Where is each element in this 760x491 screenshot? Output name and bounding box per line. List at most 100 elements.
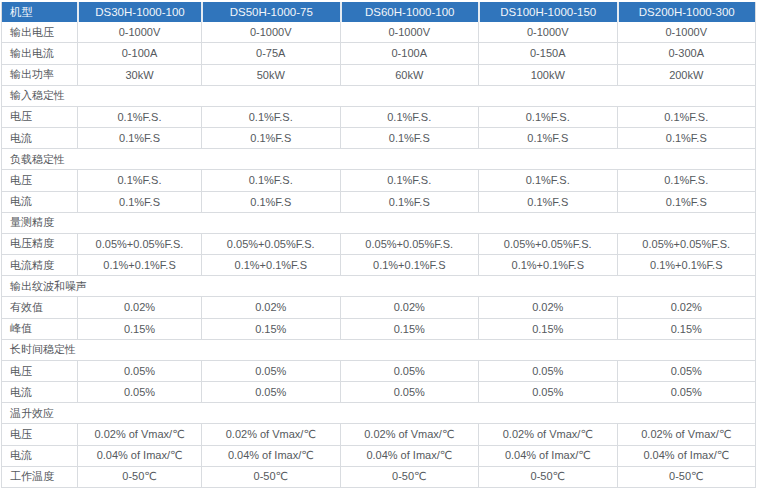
table-row: 电压0.1%F.S.0.1%F.S.0.1%F.S.0.1%F.S.0.1%F.… — [2, 106, 755, 127]
section-label: 输出纹波和噪声 — [2, 276, 755, 296]
table-row: 有效值0.02%0.02%0.02%0.02%0.02% — [2, 296, 755, 317]
spec-value: 0.1%F.S. — [77, 107, 201, 127]
row-label: 输出功率 — [2, 65, 77, 85]
spec-table: 机型 DS30H-1000-100DS50H-1000-75DS60H-1000… — [1, 2, 756, 488]
spec-value: 0.15% — [478, 319, 617, 339]
table-row: 电压精度0.05%+0.05%F.S.0.05%+0.05%F.S.0.05%+… — [2, 233, 755, 254]
spec-value: 0.02% of Vmax/℃ — [201, 424, 340, 444]
spec-value: 0.02% of Vmax/℃ — [77, 424, 201, 444]
header-model-2: DS50H-1000-75 — [201, 2, 340, 22]
spec-value: 0.1%F.S — [201, 128, 340, 148]
row-label: 电流精度 — [2, 255, 77, 275]
table-row: 电流0.1%F.S0.1%F.S0.1%F.S0.1%F.S0.1%F.S — [2, 191, 755, 212]
table-row: 工作温度0-50℃0-50℃0-50℃0-50℃0-50℃ — [2, 466, 755, 487]
table-row: 电流0.04% of Imax/℃0.04% of Imax/℃0.04% of… — [2, 445, 755, 466]
spec-value: 0.05% — [617, 382, 756, 402]
spec-value: 0.1%F.S — [478, 128, 617, 148]
row-label: 电流 — [2, 192, 77, 212]
spec-value: 30kW — [77, 65, 201, 85]
spec-value: 0.1%F.S. — [201, 107, 340, 127]
spec-value: 0-1000V — [617, 22, 756, 42]
spec-value: 0.05% — [478, 382, 617, 402]
spec-value: 0-150A — [478, 43, 617, 63]
spec-value: 0.15% — [617, 319, 756, 339]
row-label: 电压 — [2, 170, 77, 190]
spec-value: 60kW — [340, 65, 479, 85]
spec-value: 0-1000V — [478, 22, 617, 42]
spec-value: 100kW — [478, 65, 617, 85]
table-row: 输出电压0-1000V0-1000V0-1000V0-1000V0-1000V — [2, 22, 755, 42]
spec-value: 0.1%F.S. — [617, 107, 756, 127]
table-row: 电流0.05%0.05%0.05%0.05%0.05% — [2, 381, 755, 402]
spec-value: 0.05% — [478, 361, 617, 381]
spec-value: 0.1%F.S — [617, 128, 756, 148]
row-label: 电流 — [2, 446, 77, 466]
section-row: 量测精度 — [2, 212, 755, 233]
spec-value: 0.1%F.S — [77, 192, 201, 212]
spec-value: 0.02% — [77, 297, 201, 317]
header-model-1: DS30H-1000-100 — [77, 2, 201, 22]
section-label: 长时间稳定性 — [2, 340, 755, 360]
table-row: 输出电流0-100A0-75A0-100A0-150A0-300A — [2, 42, 755, 63]
row-label: 电压 — [2, 424, 77, 444]
spec-value: 0.05%+0.05%F.S. — [77, 234, 201, 254]
spec-value: 0.02% — [201, 297, 340, 317]
spec-value: 0.04% of Imax/℃ — [617, 446, 756, 466]
spec-value: 0.05%+0.05%F.S. — [201, 234, 340, 254]
spec-value: 0.05% — [340, 382, 479, 402]
header-model-4: DS100H-1000-150 — [478, 2, 617, 22]
spec-value: 0.05% — [77, 382, 201, 402]
row-label: 输出电流 — [2, 43, 77, 63]
spec-value: 0-75A — [201, 43, 340, 63]
spec-value: 0.04% of Imax/℃ — [201, 446, 340, 466]
spec-value: 0.04% of Imax/℃ — [340, 446, 479, 466]
spec-value: 0-1000V — [340, 22, 479, 42]
spec-value: 0.1%F.S — [201, 192, 340, 212]
table-row: 电流精度0.1%+0.1%F.S0.1%+0.1%F.S0.1%+0.1%F.S… — [2, 254, 755, 275]
spec-value: 0.15% — [340, 319, 479, 339]
spec-value: 0.05% — [201, 361, 340, 381]
spec-value: 0-50℃ — [201, 467, 340, 487]
row-label: 电压 — [2, 107, 77, 127]
section-row: 长时间稳定性 — [2, 339, 755, 360]
spec-value: 0.02% of Vmax/℃ — [340, 424, 479, 444]
row-label: 电流 — [2, 128, 77, 148]
spec-value: 0-100A — [77, 43, 201, 63]
section-row: 负载稳定性 — [2, 148, 755, 169]
table-row: 电流0.1%F.S0.1%F.S0.1%F.S0.1%F.S0.1%F.S — [2, 127, 755, 148]
table-row: 电压0.1%F.S.0.1%F.S.0.1%F.S.0.1%F.S.0.1%F.… — [2, 169, 755, 190]
spec-value: 0.02% — [340, 297, 479, 317]
spec-value: 0-300A — [617, 43, 756, 63]
table-row: 电压0.02% of Vmax/℃0.02% of Vmax/℃0.02% of… — [2, 423, 755, 444]
section-label: 温升效应 — [2, 403, 755, 423]
header-model-5: DS200H-1000-300 — [617, 2, 756, 22]
row-label: 电压精度 — [2, 234, 77, 254]
spec-value: 0.1%+0.1%F.S — [340, 255, 479, 275]
section-label: 负载稳定性 — [2, 149, 755, 169]
spec-value: 0-50℃ — [478, 467, 617, 487]
spec-value: 0.05%+0.05%F.S. — [478, 234, 617, 254]
spec-value: 50kW — [201, 65, 340, 85]
section-row: 输出纹波和噪声 — [2, 275, 755, 296]
spec-value: 0.1%F.S. — [340, 170, 479, 190]
spec-value: 0-50℃ — [77, 467, 201, 487]
row-label: 工作温度 — [2, 467, 77, 487]
spec-value: 0.1%F.S — [340, 128, 479, 148]
spec-value: 0.1%+0.1%F.S — [478, 255, 617, 275]
spec-value: 0-50℃ — [340, 467, 479, 487]
row-label: 输出电压 — [2, 22, 77, 42]
spec-value: 0-1000V — [201, 22, 340, 42]
spec-value: 0.1%F.S. — [478, 107, 617, 127]
row-label: 电压 — [2, 361, 77, 381]
spec-value: 0.1%+0.1%F.S — [77, 255, 201, 275]
spec-value: 0.1%+0.1%F.S — [201, 255, 340, 275]
spec-value: 0.15% — [201, 319, 340, 339]
section-row: 温升效应 — [2, 402, 755, 423]
spec-value: 0.04% of Imax/℃ — [77, 446, 201, 466]
header-model-label: 机型 — [2, 2, 77, 22]
section-row: 输入稳定性 — [2, 85, 755, 106]
spec-value: 0.02% — [617, 297, 756, 317]
spec-value: 0-50℃ — [617, 467, 756, 487]
spec-value: 0.1%F.S. — [201, 170, 340, 190]
spec-value: 0-1000V — [77, 22, 201, 42]
